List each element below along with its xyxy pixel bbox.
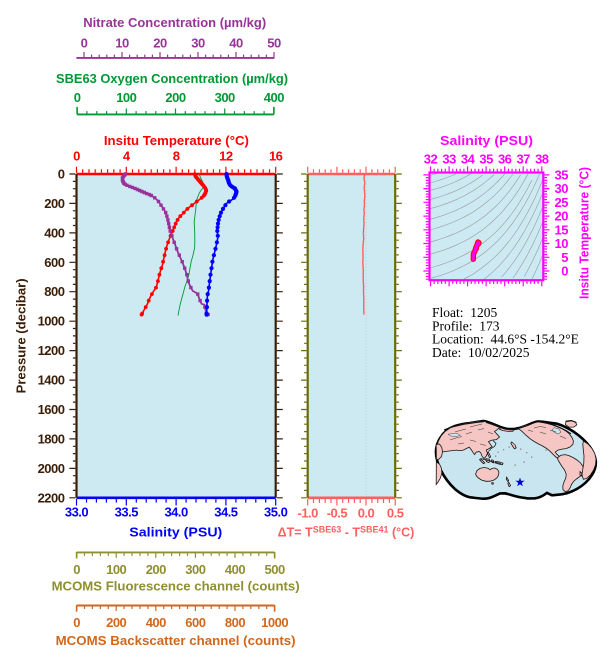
svg-text:ΔT= TSBE63 - TSBE41 (°C): ΔT= TSBE63 - TSBE41 (°C): [278, 525, 415, 540]
svg-text:1000: 1000: [38, 314, 65, 329]
svg-text:1800: 1800: [38, 431, 65, 446]
svg-text:500: 500: [264, 562, 284, 577]
svg-text:40: 40: [229, 36, 243, 51]
svg-text:0.0: 0.0: [358, 506, 375, 521]
svg-text:35: 35: [479, 152, 493, 167]
svg-text:300: 300: [185, 562, 205, 577]
svg-text:1400: 1400: [38, 373, 65, 388]
svg-text:30: 30: [191, 36, 205, 51]
svg-text:400: 400: [44, 225, 64, 240]
svg-text:MCOMS Backscatter channel (cou: MCOMS Backscatter channel (counts): [56, 633, 296, 648]
svg-text:400: 400: [146, 615, 166, 630]
svg-text:35.0: 35.0: [264, 505, 288, 520]
svg-text:25: 25: [555, 195, 569, 210]
svg-text:SBE63 Oxygen Concentration (µm: SBE63 Oxygen Concentration (µm/kg): [56, 71, 288, 86]
svg-text:300: 300: [215, 90, 235, 105]
svg-text:32: 32: [424, 152, 438, 167]
svg-text:8: 8: [173, 149, 180, 164]
svg-text:600: 600: [185, 615, 205, 630]
svg-text:5: 5: [561, 250, 568, 265]
svg-text:1000: 1000: [261, 615, 288, 630]
svg-text:1200: 1200: [38, 343, 65, 358]
svg-text:Profile: 173: Profile: 173: [432, 318, 500, 333]
svg-text:1600: 1600: [38, 402, 65, 417]
svg-text:2200: 2200: [38, 490, 65, 505]
svg-text:30: 30: [555, 181, 569, 196]
svg-text:0: 0: [73, 149, 80, 164]
svg-text:0: 0: [73, 562, 80, 577]
svg-text:800: 800: [225, 615, 245, 630]
svg-text:0: 0: [561, 264, 568, 279]
svg-text:37: 37: [516, 152, 530, 167]
svg-text:200: 200: [165, 90, 185, 105]
svg-text:20: 20: [153, 36, 167, 51]
svg-text:38: 38: [535, 152, 549, 167]
svg-text:34: 34: [461, 152, 476, 167]
svg-text:200: 200: [146, 562, 166, 577]
svg-text:36: 36: [498, 152, 512, 167]
svg-text:400: 400: [264, 90, 284, 105]
svg-text:Insitu Temperature (°C): Insitu Temperature (°C): [577, 167, 592, 299]
svg-text:4: 4: [123, 149, 131, 164]
svg-text:0: 0: [58, 167, 65, 182]
svg-text:100: 100: [116, 90, 136, 105]
svg-text:0.5: 0.5: [387, 506, 404, 521]
svg-text:2000: 2000: [38, 461, 65, 476]
svg-text:15: 15: [555, 222, 569, 237]
svg-text:20: 20: [555, 209, 569, 224]
svg-text:Date: 10/02/2025: Date: 10/02/2025: [432, 345, 530, 360]
svg-text:33.5: 33.5: [115, 505, 139, 520]
svg-text:200: 200: [106, 615, 126, 630]
svg-text:10: 10: [555, 236, 569, 251]
svg-text:0: 0: [74, 90, 81, 105]
svg-text:0: 0: [73, 615, 80, 630]
svg-text:-1.0: -1.0: [297, 506, 318, 521]
svg-text:34.5: 34.5: [214, 505, 238, 520]
svg-text:200: 200: [44, 196, 64, 211]
svg-text:33: 33: [442, 152, 456, 167]
svg-text:Insitu Temperature (°C): Insitu Temperature (°C): [104, 133, 249, 148]
svg-text:Location: 44.6°S -154.2°E: Location: 44.6°S -154.2°E: [432, 332, 579, 347]
svg-text:100: 100: [106, 562, 126, 577]
svg-text:16: 16: [269, 149, 283, 164]
svg-text:Salinity (PSU): Salinity (PSU): [129, 525, 222, 540]
svg-text:50: 50: [267, 36, 281, 51]
svg-text:Salinity (PSU): Salinity (PSU): [440, 133, 533, 148]
svg-text:Pressure (decibar): Pressure (decibar): [13, 278, 28, 393]
svg-text:34.0: 34.0: [164, 505, 188, 520]
svg-text:10: 10: [115, 36, 129, 51]
svg-text:35: 35: [555, 167, 569, 182]
svg-text:MCOMS Fluorescence channel (co: MCOMS Fluorescence channel (counts): [52, 579, 300, 594]
svg-text:0: 0: [81, 36, 88, 51]
svg-text:12: 12: [219, 149, 233, 164]
svg-text:600: 600: [44, 255, 64, 270]
svg-text:400: 400: [225, 562, 245, 577]
svg-text:800: 800: [44, 284, 64, 299]
svg-text:-0.5: -0.5: [327, 506, 348, 521]
svg-text:Float: 1205: Float: 1205: [432, 305, 498, 320]
svg-text:Nitrate Concentration (µm/kg): Nitrate Concentration (µm/kg): [83, 15, 266, 30]
svg-text:33.0: 33.0: [65, 505, 89, 520]
